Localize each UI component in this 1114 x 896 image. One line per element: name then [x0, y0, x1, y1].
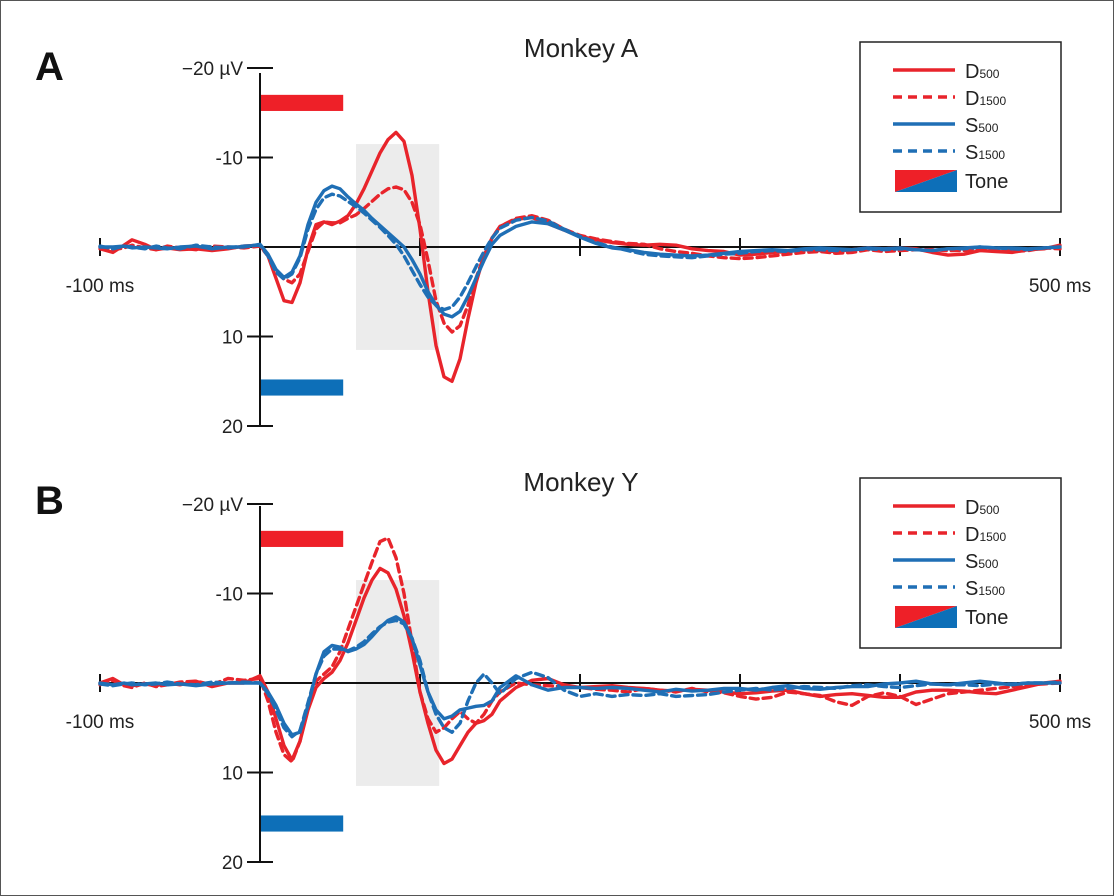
legend-box	[859, 477, 1062, 649]
y-tick-label: 20	[222, 417, 243, 438]
tone-bar-blue	[260, 379, 344, 396]
tone-bar-red	[260, 94, 344, 111]
panel-title: Monkey A	[524, 33, 639, 63]
y-tick-label: −20 µV	[182, 59, 243, 80]
panel-title: Monkey Y	[523, 467, 638, 497]
legend-label-main: S	[965, 578, 978, 600]
legend-label-main: D	[965, 88, 979, 110]
legend-label: D500	[965, 61, 1000, 83]
x-tick-label: 500 ms	[1029, 276, 1091, 297]
y-tick-label: 20	[222, 853, 243, 874]
legend-label: D1500	[965, 88, 1006, 110]
legend-tone-swatch-blue	[895, 170, 957, 192]
legend-label: D1500	[965, 524, 1006, 546]
x-tick-label: 500 ms	[1029, 712, 1091, 733]
legend-label-main: D	[965, 61, 979, 83]
y-tick-label: -10	[216, 149, 243, 170]
y-tick-label: −20 µV	[182, 495, 243, 516]
panel-b: B Monkey Y-100 ms 500 ms−20 µV-101020D500D…	[35, 467, 1091, 874]
legend-label-sub: 1500	[979, 94, 1006, 108]
legend-label-sub: 500	[979, 67, 999, 81]
legend-label-sub: 500	[978, 121, 998, 135]
legend-label-main: S	[965, 142, 978, 164]
y-tick-label: 10	[222, 328, 243, 349]
series-line-d1500	[98, 536, 1062, 764]
series-line-s1500	[98, 192, 1062, 312]
legend-label-main: D	[965, 524, 979, 546]
legend-box	[859, 41, 1062, 213]
y-tick-label: -10	[216, 585, 243, 606]
tone-bar-red	[260, 530, 344, 547]
legend-tone-label: Tone	[965, 607, 1008, 629]
legend-label: S500	[965, 551, 999, 573]
panel-letter: A	[35, 45, 64, 89]
x-tick-label: -100 ms	[66, 712, 135, 733]
legend-label-main: S	[965, 551, 978, 573]
legend-label-sub: 500	[978, 557, 998, 571]
legend-label-sub: 1500	[979, 530, 1006, 544]
panel-letter: B	[35, 479, 64, 523]
legend-label: S500	[965, 115, 999, 137]
legend-tone-swatch-blue	[895, 606, 957, 628]
legend-label-sub: 500	[979, 503, 999, 517]
legend-label-sub: 1500	[978, 584, 1005, 598]
tone-bar-blue	[260, 815, 344, 832]
legend-label-main: D	[965, 497, 979, 519]
legend-label: D500	[965, 497, 1000, 519]
legend-label: S1500	[965, 142, 1005, 164]
x-tick-label: -100 ms	[66, 276, 135, 297]
series-line-s1500	[98, 618, 1062, 739]
legend-label-main: S	[965, 115, 978, 137]
legend-label: S1500	[965, 578, 1005, 600]
panel-a: A Monkey A-100 ms 500 ms−20 µV-101020D500D…	[35, 33, 1091, 438]
y-tick-label: 10	[222, 764, 243, 785]
legend-label-sub: 1500	[978, 148, 1005, 162]
legend-tone-label: Tone	[965, 171, 1008, 193]
